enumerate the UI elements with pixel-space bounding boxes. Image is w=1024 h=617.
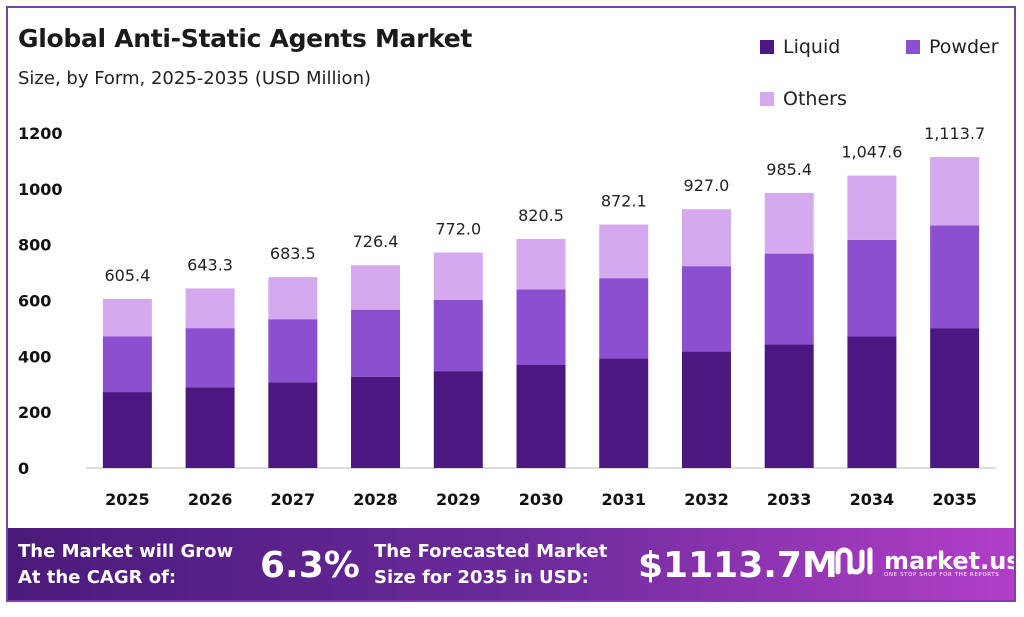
x-tick-label: 2026	[188, 490, 233, 509]
bar-segment-powder-2033	[764, 253, 814, 345]
bar-segment-liquid-2025	[102, 392, 152, 468]
forecast-label: The Forecasted Market Size for 2035 in U…	[374, 539, 607, 591]
bar-segment-liquid-2030	[516, 364, 566, 468]
y-tick-label: 400	[18, 347, 51, 366]
bar-segment-others-2031	[599, 224, 649, 279]
cagr-value: 6.3%	[260, 545, 360, 586]
x-tick-label: 2033	[767, 490, 812, 509]
bar-segment-others-2034	[847, 175, 897, 240]
x-tick-label: 2032	[684, 490, 729, 509]
x-tick-label: 2030	[519, 490, 564, 509]
legend-item-powder: Powder	[906, 36, 999, 58]
bar-segment-powder-2026	[185, 328, 235, 388]
bar-total-label: 643.3	[187, 255, 233, 274]
bar-segment-powder-2030	[516, 289, 566, 365]
chart-frame: Global Anti-Static Agents Market Size, b…	[6, 6, 1016, 602]
legend-item-liquid: Liquid	[760, 36, 840, 58]
y-tick-label: 0	[18, 459, 29, 478]
brand-tagline: ONE STOP SHOP FOR THE REPORTS	[884, 572, 1000, 578]
brand-name: market.us	[884, 547, 1016, 575]
legend-label-others: Others	[783, 88, 847, 110]
summary-banner: The Market will Grow At the CAGR of: 6.3…	[8, 528, 1016, 600]
legend-label-liquid: Liquid	[783, 36, 841, 58]
bar-segment-powder-2034	[847, 239, 897, 337]
legend-label-powder: Powder	[929, 36, 999, 58]
legend-swatch-powder	[906, 40, 920, 54]
chart-subtitle: Size, by Form, 2025-2035 (USD Million)	[18, 68, 371, 89]
y-tick-label: 200	[18, 403, 51, 422]
market-us-logo-icon	[835, 547, 873, 575]
bar-total-label: 927.0	[684, 176, 730, 195]
bar-segment-liquid-2027	[268, 382, 318, 468]
bar-segment-liquid-2028	[351, 376, 401, 468]
cagr-label-line2: At the CAGR of:	[18, 567, 177, 588]
y-tick-label: 600	[18, 292, 51, 311]
bar-segment-others-2027	[268, 277, 318, 320]
bar-total-label: 772.0	[435, 219, 481, 238]
bar-total-label: 605.4	[104, 266, 150, 285]
x-tick-label: 2025	[105, 490, 150, 509]
bar-segment-liquid-2032	[681, 351, 731, 468]
market-us-brand: market.us ONE STOP SHOP FOR THE REPORTS	[834, 544, 1016, 578]
bar-segment-liquid-2034	[847, 336, 897, 468]
bar-total-label: 820.5	[518, 206, 564, 225]
x-tick-label: 2028	[353, 490, 398, 509]
bar-total-label: 726.4	[353, 232, 399, 251]
x-tick-label: 2031	[601, 490, 646, 509]
bar-segment-powder-2028	[351, 309, 401, 377]
y-tick-label: 1000	[18, 180, 63, 199]
bar-segment-others-2035	[930, 157, 980, 226]
x-tick-label: 2029	[436, 490, 481, 509]
bar-segment-powder-2031	[599, 278, 649, 359]
bar-segment-liquid-2033	[764, 344, 814, 468]
bar-total-label: 872.1	[601, 192, 647, 211]
bar-total-label: 1,047.6	[841, 143, 902, 162]
bar-segment-others-2026	[185, 288, 235, 329]
bar-segment-liquid-2035	[930, 328, 980, 468]
y-tick-label: 800	[18, 236, 51, 255]
forecast-value: $1113.7M	[638, 545, 838, 586]
x-tick-label: 2027	[271, 490, 316, 509]
bar-segment-others-2032	[681, 209, 731, 267]
bar-segment-powder-2032	[681, 266, 731, 352]
bar-segment-powder-2035	[930, 225, 980, 329]
forecast-label-line2: Size for 2035 in USD:	[374, 567, 589, 588]
bar-segment-powder-2027	[268, 319, 318, 383]
x-tick-label: 2034	[850, 490, 895, 509]
cagr-label-line1: The Market will Grow	[18, 541, 234, 562]
bar-segment-liquid-2031	[599, 358, 649, 468]
stacked-bar-chart: 0 200 400 600 800 1000 1200 605.4 2025 643.3 2026 6…	[18, 124, 996, 509]
cagr-label: The Market will Grow At the CAGR of:	[18, 539, 233, 591]
bar-segment-powder-2025	[102, 336, 152, 393]
x-tick-label: 2035	[932, 490, 977, 509]
bar-segment-powder-2029	[433, 299, 483, 372]
bar-segment-liquid-2029	[433, 371, 483, 468]
legend-swatch-others	[760, 92, 774, 106]
chart-title: Global Anti-Static Agents Market	[18, 24, 473, 53]
legend-swatch-liquid	[760, 40, 774, 54]
bar-segment-others-2029	[433, 252, 483, 300]
legend-item-others: Others	[760, 88, 847, 110]
bar-total-label: 985.4	[766, 160, 812, 179]
bar-segment-others-2030	[516, 238, 566, 290]
bar-total-label: 683.5	[270, 244, 316, 263]
y-tick-label: 1200	[18, 124, 63, 143]
bar-segment-others-2033	[764, 192, 814, 254]
bar-segment-others-2025	[102, 298, 152, 337]
bar-segment-others-2028	[351, 265, 401, 310]
forecast-label-line1: The Forecasted Market	[374, 541, 608, 562]
bar-total-label: 1,113.7	[924, 124, 985, 143]
bar-segment-liquid-2026	[185, 387, 235, 468]
